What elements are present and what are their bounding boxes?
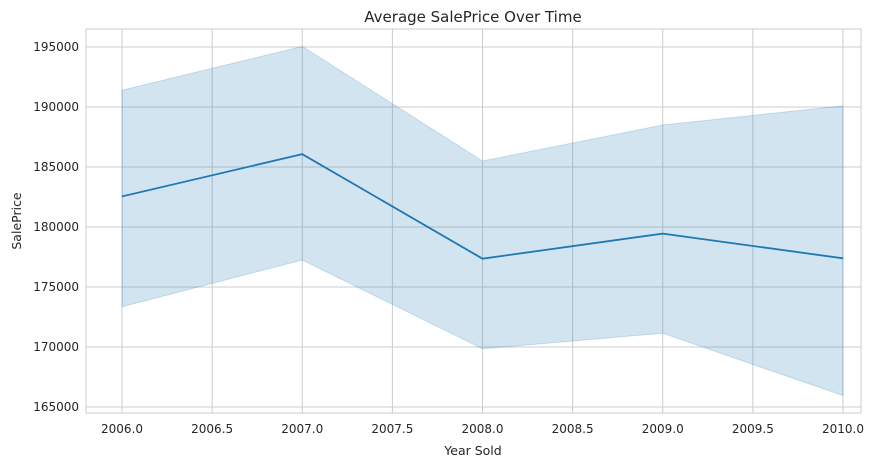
y-tick-label: 190000: [33, 100, 79, 114]
series-line-layer: [121, 153, 844, 260]
x-tick-label: 2008.5: [552, 422, 594, 436]
x-tick-label: 2009.5: [732, 422, 774, 436]
y-tick-label: 170000: [33, 340, 79, 354]
y-tick-label: 175000: [33, 280, 79, 294]
x-axis-ticks: 2006.0 2006.5 2007.0 2007.5 2008.0 2008.5 2009…: [101, 422, 864, 436]
x-tick-label: 2008.0: [462, 422, 504, 436]
x-tick-label: 2009.0: [642, 422, 684, 436]
x-tick-label: 2006.0: [101, 422, 143, 436]
confidence-band-layer: [121, 45, 844, 397]
y-axis-ticks: 165000 170000 175000 180000 185000 190000 1950…: [33, 40, 79, 414]
plot-frame: [85, 28, 862, 414]
chart-title: Average SalePrice Over Time: [364, 8, 581, 26]
y-tick-label: 180000: [33, 220, 79, 234]
x-tick-label: 2010.0: [822, 422, 864, 436]
x-tick-label: 2007.0: [281, 422, 323, 436]
x-tick-label: 2006.5: [191, 422, 233, 436]
y-axis-label: SalePrice: [9, 192, 24, 250]
x-tick-label: 2007.5: [371, 422, 413, 436]
y-tick-label: 185000: [33, 160, 79, 174]
y-tick-label: 165000: [33, 400, 79, 414]
y-tick-label: 195000: [33, 40, 79, 54]
grid: [86, 29, 861, 413]
series-line: [121, 153, 844, 260]
confidence-band: [121, 45, 844, 397]
x-axis-label: Year Sold: [443, 443, 501, 458]
